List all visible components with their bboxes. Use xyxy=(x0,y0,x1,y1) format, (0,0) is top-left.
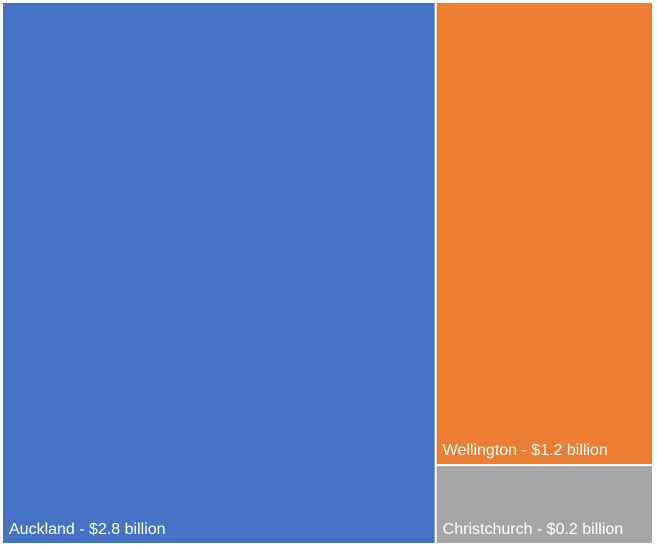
treemap-label-christchurch: Christchurch - $0.2 billion xyxy=(443,521,624,538)
treemap-tile-christchurch xyxy=(436,466,652,543)
treemap-label-auckland: Auckland - $2.8 billion xyxy=(9,521,166,538)
treemap-tile-wellington xyxy=(436,3,652,465)
treemap-tile-auckland xyxy=(3,3,435,543)
treemap-label-wellington: Wellington - $1.2 billion xyxy=(443,442,608,459)
